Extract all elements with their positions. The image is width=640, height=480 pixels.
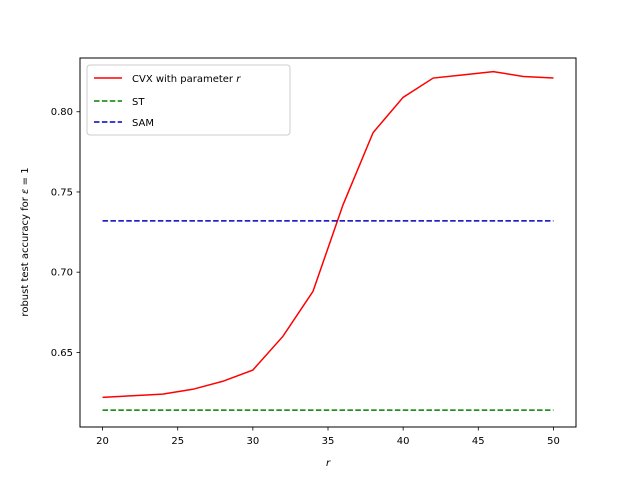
x-tick-label: 40 — [397, 436, 410, 447]
y-axis-label-prefix: robust test accuracy for — [20, 194, 31, 317]
y-tick-label: 0.70 — [51, 268, 73, 279]
legend: CVX with parameter r ST SAM — [86, 64, 291, 136]
x-tick-label: 45 — [472, 436, 485, 447]
x-tick-label: 35 — [322, 436, 335, 447]
legend-label-cvx: CVX with parameter r — [132, 74, 241, 85]
x-axis-label: r — [326, 458, 331, 469]
y-axis-label-suffix: = 1 — [20, 167, 31, 188]
y-axis-label: robust test accuracy for ε = 1 — [20, 167, 31, 316]
plot-lines — [102, 70, 554, 411]
x-tick-label: 20 — [96, 436, 109, 447]
series-line-0 — [102, 70, 554, 399]
legend-box — [86, 64, 291, 136]
y-tick-label: 0.80 — [51, 107, 73, 118]
x-tick-label: 25 — [171, 436, 184, 447]
y-tick-label: 0.75 — [51, 187, 73, 198]
x-axis-ticks: 20 25 30 35 40 45 50 — [96, 427, 560, 447]
legend-label-sam: SAM — [132, 118, 154, 129]
y-tick-label: 0.65 — [51, 348, 73, 359]
y-axis-label-symbol: ε — [20, 188, 31, 194]
legend-label-cvx-text: CVX with parameter — [132, 74, 236, 85]
x-tick-label: 50 — [547, 436, 560, 447]
x-tick-label: 30 — [246, 436, 259, 447]
legend-label-cvx-symbol: r — [236, 74, 241, 85]
y-axis-ticks: 0.65 0.70 0.75 0.80 — [51, 107, 80, 359]
legend-label-st: ST — [132, 97, 145, 108]
